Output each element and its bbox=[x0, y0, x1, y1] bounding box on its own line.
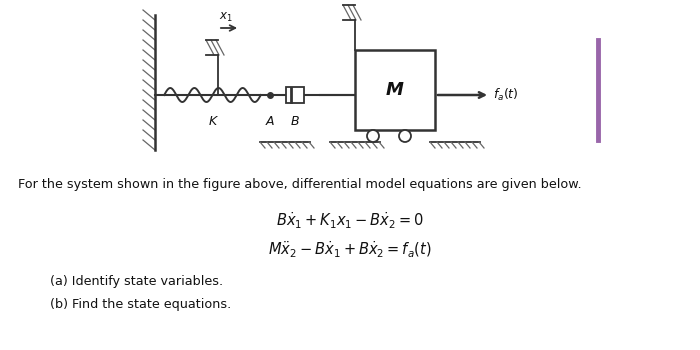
Text: A: A bbox=[266, 115, 274, 128]
Circle shape bbox=[367, 130, 379, 142]
Bar bbox=[286, 87, 304, 103]
Text: M: M bbox=[386, 81, 404, 99]
Text: For the system shown in the figure above, differential model equations are given: For the system shown in the figure above… bbox=[18, 178, 582, 191]
Circle shape bbox=[399, 130, 411, 142]
Text: $f_a(t)$: $f_a(t)$ bbox=[493, 87, 519, 103]
Text: $B\dot{x}_1 + K_1x_1 - B\dot{x}_2 = 0$: $B\dot{x}_1 + K_1x_1 - B\dot{x}_2 = 0$ bbox=[276, 210, 424, 231]
Text: K: K bbox=[209, 115, 216, 128]
Text: (b) Find the state equations.: (b) Find the state equations. bbox=[50, 298, 231, 311]
Text: $M\ddot{x}_2 - B\dot{x}_1 + B\dot{x}_2 = f_a(t)$: $M\ddot{x}_2 - B\dot{x}_1 + B\dot{x}_2 =… bbox=[268, 240, 432, 260]
Text: $x_1$: $x_1$ bbox=[219, 11, 233, 24]
Bar bbox=[355, 50, 435, 130]
Text: (a) Identify state variables.: (a) Identify state variables. bbox=[50, 275, 223, 288]
Text: B: B bbox=[290, 115, 300, 128]
